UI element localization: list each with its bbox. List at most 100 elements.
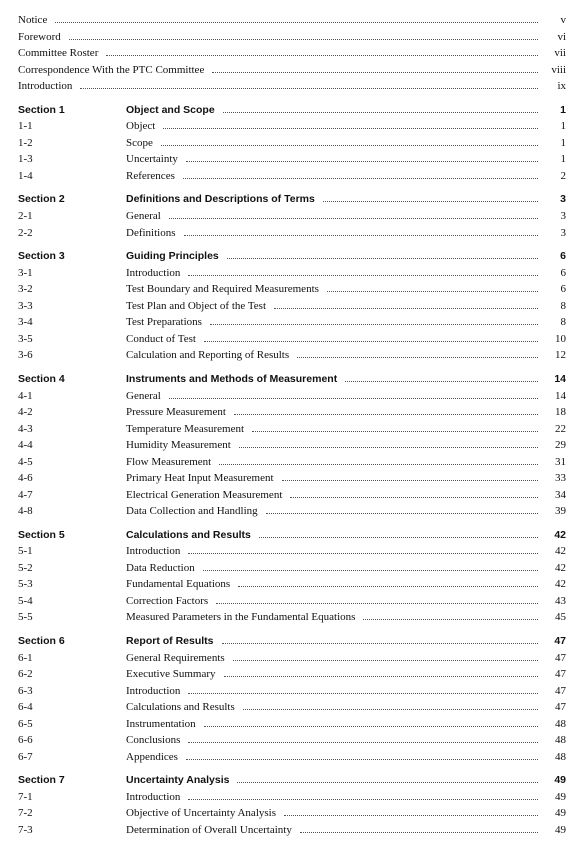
toc-leader bbox=[184, 235, 539, 236]
toc-page-number: 18 bbox=[542, 404, 566, 421]
toc-entry-number: 7-3 bbox=[18, 822, 126, 839]
toc-entry-title: Correction Factors bbox=[126, 593, 212, 610]
toc-page-number: viii bbox=[542, 62, 566, 79]
toc-page-number: 42 bbox=[542, 576, 566, 593]
toc-entry-number: 6-4 bbox=[18, 699, 126, 716]
toc-entry-number: 3-4 bbox=[18, 314, 126, 331]
toc-entry: 3-3Test Plan and Object of the Test8 bbox=[18, 298, 566, 315]
toc-entry: Noticev bbox=[18, 12, 566, 29]
toc-section-head: Section 7Uncertainty Analysis49 bbox=[18, 773, 566, 789]
toc-leader bbox=[188, 693, 538, 694]
toc-page-number: 6 bbox=[542, 281, 566, 298]
toc-page-number: 14 bbox=[542, 388, 566, 405]
toc-section: Section 3Guiding Principles63-1Introduct… bbox=[18, 249, 566, 364]
toc-entry: 5-2Data Reduction42 bbox=[18, 560, 566, 577]
toc-page-number: 49 bbox=[542, 773, 566, 789]
toc-entry-title: Humidity Measurement bbox=[126, 437, 235, 454]
toc-page-number: 49 bbox=[542, 805, 566, 822]
toc-page-number: 49 bbox=[542, 822, 566, 839]
toc-entry: 3-5Conduct of Test10 bbox=[18, 331, 566, 348]
toc-entry-title: Flow Measurement bbox=[126, 454, 215, 471]
toc-entry-number: Section 1 bbox=[18, 103, 126, 119]
toc-leader bbox=[327, 291, 538, 292]
toc-entry-title: Conclusions bbox=[126, 732, 184, 749]
toc-leader bbox=[290, 497, 538, 498]
toc-entry-title: Electrical Generation Measurement bbox=[126, 487, 286, 504]
toc-page-number: 2 bbox=[542, 168, 566, 185]
toc-section: Section 5Calculations and Results425-1In… bbox=[18, 528, 566, 626]
toc-page-number: 47 bbox=[542, 666, 566, 683]
toc-entry-number: Section 2 bbox=[18, 192, 126, 208]
toc-entry-title: Fundamental Equations bbox=[126, 576, 234, 593]
toc-entry: 4-6Primary Heat Input Measurement33 bbox=[18, 470, 566, 487]
toc-entry-number: 3-3 bbox=[18, 298, 126, 315]
toc-page-number: 48 bbox=[542, 732, 566, 749]
toc-entry-number: 4-8 bbox=[18, 503, 126, 520]
toc-entry-title: Scope bbox=[126, 135, 157, 152]
toc-page-number: 47 bbox=[542, 699, 566, 716]
toc-entry: 3-4Test Preparations8 bbox=[18, 314, 566, 331]
toc-section: Section 1Object and Scope11-1Object11-2S… bbox=[18, 103, 566, 185]
toc-leader bbox=[345, 381, 538, 382]
toc-leader bbox=[274, 308, 538, 309]
toc-entry: 1-3Uncertainty1 bbox=[18, 151, 566, 168]
toc-leader bbox=[219, 464, 538, 465]
toc-leader bbox=[323, 201, 538, 202]
toc-leader bbox=[300, 832, 538, 833]
toc-page-number: 47 bbox=[542, 650, 566, 667]
toc-entry: 5-3Fundamental Equations 42 bbox=[18, 576, 566, 593]
toc-entry-number: 5-5 bbox=[18, 609, 126, 626]
toc-entry-number: 5-2 bbox=[18, 560, 126, 577]
toc-page-number: ix bbox=[542, 78, 566, 95]
toc-page-number: 49 bbox=[542, 789, 566, 806]
toc-entry: Committee Rostervii bbox=[18, 45, 566, 62]
toc-page-number: vii bbox=[542, 45, 566, 62]
toc-entry-number: 1-3 bbox=[18, 151, 126, 168]
toc-entry-title: Calculations and Results bbox=[126, 699, 239, 716]
toc-page-number: 34 bbox=[542, 487, 566, 504]
toc-entry: 1-4References2 bbox=[18, 168, 566, 185]
toc-entry: 4-2Pressure Measurement18 bbox=[18, 404, 566, 421]
toc-entry-title: Introduction bbox=[126, 789, 184, 806]
toc-entry-number: 5-3 bbox=[18, 576, 126, 593]
toc-entry-number: 6-7 bbox=[18, 749, 126, 766]
toc-entry-title: Test Boundary and Required Measurements bbox=[126, 281, 323, 298]
toc-leader bbox=[259, 537, 538, 538]
toc-entry: 4-5Flow Measurement31 bbox=[18, 454, 566, 471]
toc-page-number: 6 bbox=[542, 265, 566, 282]
toc-entry: 4-1General 14 bbox=[18, 388, 566, 405]
toc-entry-number: 4-1 bbox=[18, 388, 126, 405]
toc-leader bbox=[216, 603, 538, 604]
toc-entry-number: Section 4 bbox=[18, 372, 126, 388]
toc-leader bbox=[297, 357, 538, 358]
toc-leader bbox=[284, 815, 538, 816]
toc-leader bbox=[282, 480, 538, 481]
toc-entry-title: Notice bbox=[18, 12, 51, 29]
toc-entry: 3-2Test Boundary and Required Measuremen… bbox=[18, 281, 566, 298]
toc-entry-title: Test Preparations bbox=[126, 314, 206, 331]
toc-page-number: 10 bbox=[542, 331, 566, 348]
toc-entry-title: Instrumentation bbox=[126, 716, 200, 733]
toc-leader bbox=[186, 759, 538, 760]
toc-leader bbox=[234, 414, 538, 415]
toc-section-head: Section 4Instruments and Methods of Meas… bbox=[18, 372, 566, 388]
toc-leader bbox=[186, 161, 538, 162]
toc-entry-number: 7-2 bbox=[18, 805, 126, 822]
toc-entry-title: Conduct of Test bbox=[126, 331, 200, 348]
toc-page-number: 42 bbox=[542, 560, 566, 577]
toc-entry-title: Primary Heat Input Measurement bbox=[126, 470, 278, 487]
toc-leader bbox=[239, 447, 538, 448]
toc-section: Section 4Instruments and Methods of Meas… bbox=[18, 372, 566, 520]
toc-entry-title: General bbox=[126, 388, 165, 405]
toc-entry-title: Objective of Uncertainty Analysis bbox=[126, 805, 280, 822]
toc-page-number: 3 bbox=[542, 192, 566, 208]
toc-leader bbox=[243, 709, 538, 710]
toc-page-number: vi bbox=[542, 29, 566, 46]
toc-entry: 3-6Calculation and Reporting of Results1… bbox=[18, 347, 566, 364]
toc-section: Section 2Definitions and Descriptions of… bbox=[18, 192, 566, 241]
toc-entry: 1-1Object1 bbox=[18, 118, 566, 135]
toc-entry-title: Calculation and Reporting of Results bbox=[126, 347, 293, 364]
toc-section-head: Section 3Guiding Principles6 bbox=[18, 249, 566, 265]
toc-page-number: 8 bbox=[542, 298, 566, 315]
toc-section-title: Uncertainty Analysis bbox=[126, 773, 233, 789]
